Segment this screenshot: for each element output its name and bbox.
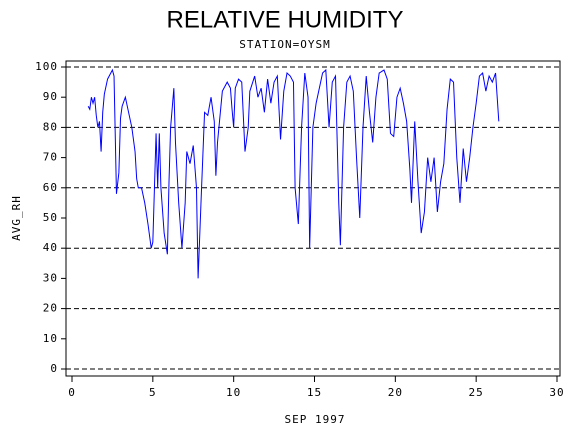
x-tick-label: 5 (149, 386, 157, 399)
y-tick-label: 60 (43, 181, 58, 194)
x-tick-label: 10 (226, 386, 241, 399)
x-tick-label: 0 (68, 386, 76, 399)
x-tick-label: 30 (549, 386, 564, 399)
plot-frame (65, 60, 561, 377)
y-tick-label: 10 (43, 332, 58, 345)
x-tick-label: 20 (388, 386, 403, 399)
x-tick-label: 15 (307, 386, 322, 399)
y-tick-label: 70 (43, 151, 58, 164)
chart-title: RELATIVE HUMIDITY (167, 6, 404, 33)
y-tick-label: 40 (43, 241, 58, 254)
chart-subtitle: STATION=OYSM (239, 38, 330, 51)
data-line (87, 68, 500, 279)
y-tick-label: 30 (43, 271, 58, 284)
y-tick-label: 0 (50, 362, 58, 375)
y-tick-label: 80 (43, 120, 58, 133)
y-tick-label: 90 (43, 90, 58, 103)
x-axis-label: SEP 1997 (285, 413, 346, 426)
y-tick-label: 50 (43, 211, 58, 224)
y-axis-label: AVG_RH (10, 195, 23, 241)
x-tick-label: 25 (469, 386, 484, 399)
y-tick-label: 100 (35, 60, 58, 73)
y-tick-label: 20 (43, 302, 58, 315)
